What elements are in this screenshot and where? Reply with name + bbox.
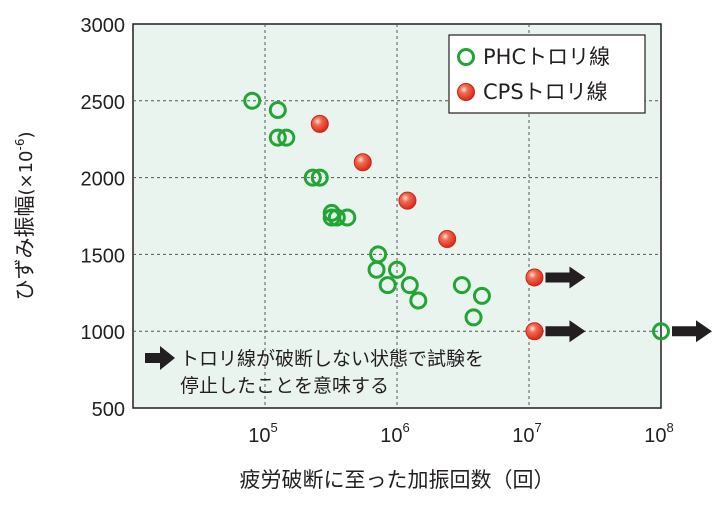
annotation-arrow-icon <box>145 346 175 370</box>
phc-data-point <box>327 208 346 227</box>
y-axis-label: ひずみ振幅(×10-6) <box>13 131 37 300</box>
axis-ticks: 500 1000 1500 2000 2500 3000 105 106 107 108 <box>81 15 674 447</box>
legend-cps-label: CPSトロリ線 <box>483 80 608 104</box>
legend: PHCトロリ線 CPSトロリ線 <box>448 34 646 114</box>
x-tick-label: 107 <box>512 420 541 447</box>
phc-data-point <box>464 308 483 327</box>
y-tick-label: 500 <box>92 399 125 421</box>
cps-data-point <box>398 191 417 210</box>
y-axis-unit: (×10 <box>16 150 37 195</box>
phc-data-point <box>452 276 471 295</box>
runout-annotation: トロリ線が破断しない状態で試験を 停止したことを意味する <box>145 346 484 397</box>
phc-data-point <box>243 91 262 110</box>
y-tick-label: 3000 <box>81 15 126 37</box>
y-tick-label: 2000 <box>81 169 126 191</box>
runout-arrows <box>545 266 712 343</box>
y-tick-label: 2500 <box>81 92 126 114</box>
phc-data-point <box>310 168 329 187</box>
runout-arrow-icon <box>672 320 712 343</box>
legend-box <box>448 34 646 114</box>
phc-data-point <box>378 276 397 295</box>
phc-data-point <box>268 128 287 147</box>
phc-data-point <box>409 291 428 310</box>
phc-data-point <box>277 128 296 147</box>
annotation-line-1: トロリ線が破断しない状態で試験を <box>180 348 484 370</box>
phc-data-point <box>338 208 357 227</box>
y-tick-label: 1000 <box>81 322 126 344</box>
svg-text:ひずみ振幅(×10-6): ひずみ振幅(×10-6) <box>13 131 37 300</box>
annotation-line-2: 停止したことを意味する <box>180 375 389 397</box>
phc-data-point <box>268 101 287 120</box>
x-tick-label: 108 <box>644 420 673 447</box>
y-axis-unit-close: ) <box>16 131 37 138</box>
phc-data-point <box>388 260 406 279</box>
phc-data-point <box>652 322 670 341</box>
y-tick-label: 1500 <box>81 245 126 267</box>
data-points <box>243 91 670 341</box>
y-axis-unit-exp: -6 <box>13 139 27 151</box>
phc-data-point <box>303 168 322 187</box>
cps-data-point <box>525 268 544 287</box>
x-tick-label: 106 <box>380 420 409 447</box>
cps-data-point <box>525 322 544 341</box>
legend-phc-marker <box>457 48 475 66</box>
cps-data-point <box>438 230 457 249</box>
cps-data-point <box>353 153 372 172</box>
phc-data-point <box>472 286 491 305</box>
x-axis-title: 疲労破断に至った加振回数（回） <box>240 468 555 492</box>
x-tick-label: 105 <box>248 420 277 447</box>
runout-arrow-icon <box>545 320 586 343</box>
legend-phc-label: PHCトロリ線 <box>483 45 610 69</box>
phc-data-point <box>400 276 419 295</box>
cps-data-point <box>310 114 329 133</box>
runout-arrow-icon <box>545 266 586 289</box>
y-axis-title: ひずみ振幅 <box>13 196 37 301</box>
legend-cps-marker <box>457 83 475 101</box>
phc-data-point <box>367 260 386 279</box>
